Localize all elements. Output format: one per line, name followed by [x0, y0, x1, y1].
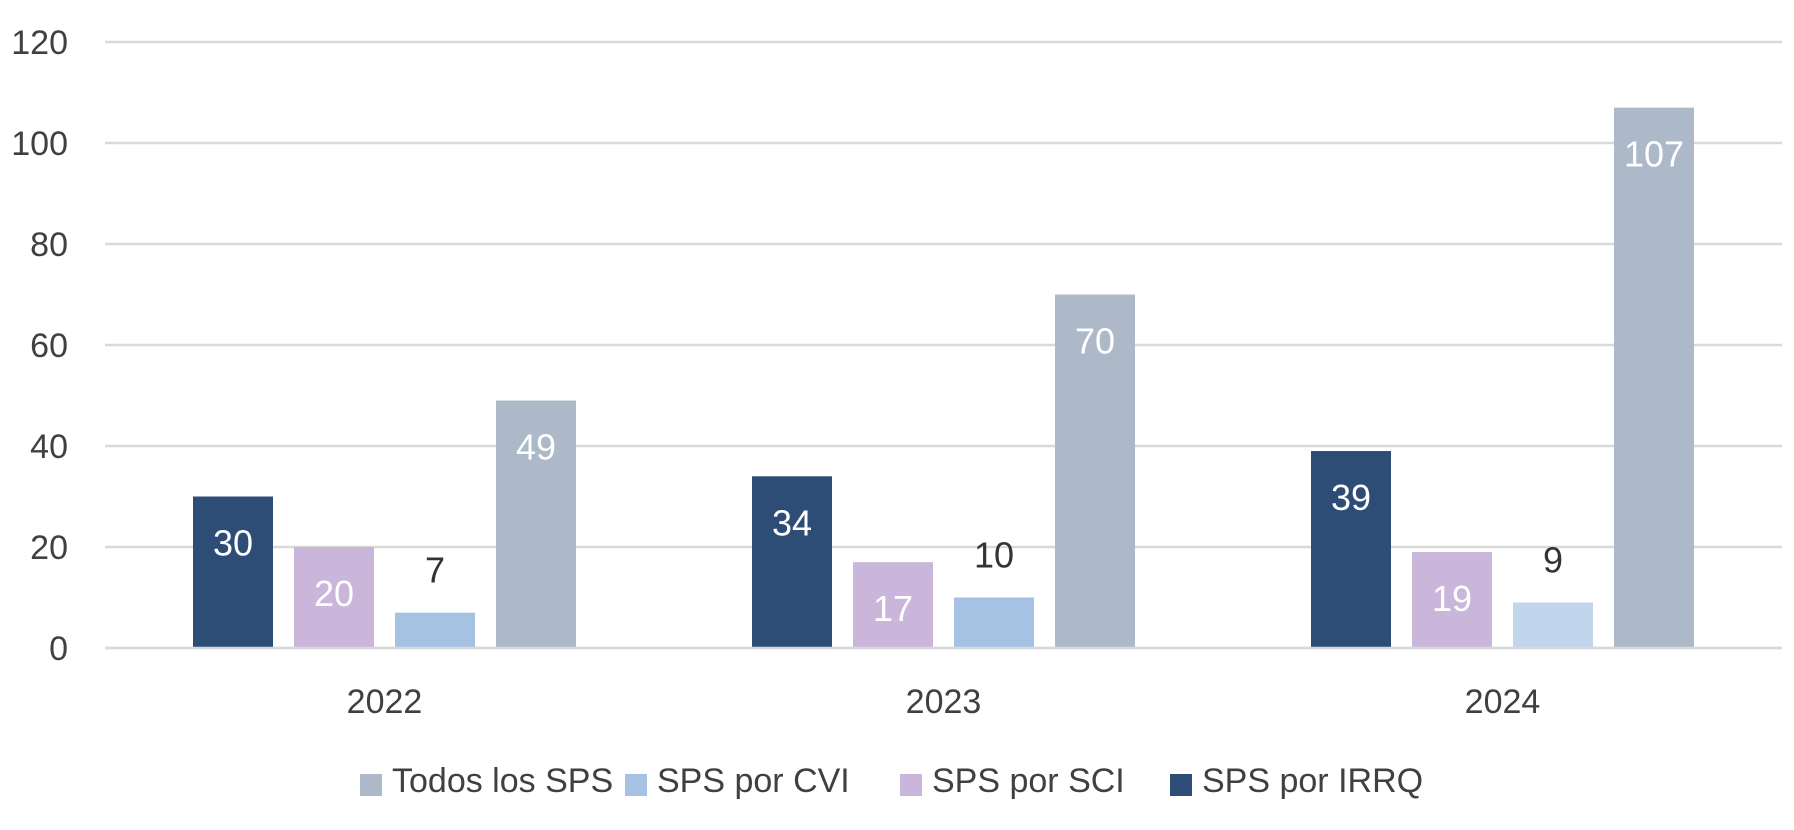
y-tick-label: 120 — [11, 24, 68, 62]
legend-label: SPS por CVI — [657, 762, 850, 800]
y-tick-label: 80 — [30, 226, 68, 264]
y-tick-label: 0 — [49, 630, 68, 668]
x-tick-label: 2024 — [1465, 683, 1541, 721]
bars — [193, 107, 1694, 648]
data-label: 20 — [314, 573, 354, 614]
y-tick-label: 40 — [30, 428, 68, 466]
data-label: 39 — [1331, 477, 1371, 518]
bar — [1412, 552, 1492, 648]
x-tick-label: 2022 — [347, 683, 423, 721]
bar — [395, 612, 475, 648]
y-axis: 0 20 40 60 80 100 120 — [11, 24, 68, 668]
data-label: 70 — [1075, 321, 1115, 362]
bar — [853, 562, 933, 648]
bar — [193, 496, 273, 648]
legend-swatch — [625, 774, 647, 796]
legend-label: Todos los SPS — [392, 762, 613, 800]
data-label: 19 — [1432, 578, 1472, 619]
x-tick-label: 2023 — [906, 683, 982, 721]
data-label: 7 — [425, 550, 445, 591]
data-label: 9 — [1543, 540, 1563, 581]
data-label: 107 — [1624, 134, 1684, 175]
data-labels: 30 20 7 49 34 17 10 70 39 19 9 107 — [213, 134, 1684, 630]
data-label: 10 — [974, 535, 1014, 576]
data-label: 49 — [516, 427, 556, 468]
data-label: 34 — [772, 502, 812, 543]
y-tick-label: 60 — [30, 327, 68, 365]
bar — [1311, 451, 1391, 648]
bar — [1055, 294, 1135, 648]
bar — [1513, 602, 1593, 648]
bar — [954, 597, 1034, 648]
legend-swatch — [900, 774, 922, 796]
y-tick-label: 20 — [30, 529, 68, 567]
legend-swatch — [1170, 774, 1192, 796]
gridlines — [105, 40, 1782, 650]
legend: Todos los SPS SPS por CVI SPS por SCI SPS p… — [360, 762, 1423, 800]
y-tick-label: 100 — [11, 125, 68, 163]
x-axis: 2022 2023 2024 — [105, 646, 1782, 721]
data-label: 30 — [213, 523, 253, 564]
legend-label: SPS por IRRQ — [1202, 762, 1423, 800]
bar — [752, 476, 832, 648]
bar — [1614, 107, 1694, 648]
legend-swatch — [360, 774, 382, 796]
bar — [496, 400, 576, 648]
legend-label: SPS por SCI — [932, 762, 1125, 800]
data-label: 17 — [873, 588, 913, 629]
bar — [294, 547, 374, 648]
